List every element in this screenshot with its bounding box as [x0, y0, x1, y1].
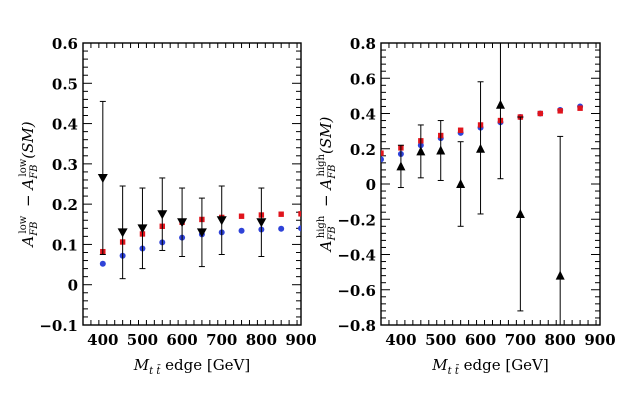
left-y-axis-title: AFBlow − AFBlow(SM): [18, 121, 40, 248]
left-x-tick-label: 700: [206, 331, 237, 349]
left-y-tick-label: 0.1: [52, 236, 78, 254]
right-x-axis-title: Mt t̄ edge [GeV]: [431, 356, 548, 377]
left-x-tick-label: 800: [246, 331, 277, 349]
right-black-point: [476, 143, 486, 153]
left-y-tick-label: 0.4: [52, 116, 78, 134]
right-x-tick-label: 800: [545, 331, 576, 349]
left-red-point: [298, 211, 301, 217]
right-x-tick-label: 700: [505, 331, 536, 349]
left-x-tick-label: 400: [87, 331, 118, 349]
left-y-tick-label: 0.5: [52, 75, 78, 93]
left-y-tick-label: 0: [68, 277, 78, 295]
right-y-tick-label: 0.6: [350, 70, 376, 88]
right-red-point: [457, 127, 464, 133]
left-black-point: [216, 216, 227, 226]
right-red-point: [557, 108, 563, 114]
right-x-tick-label: 900: [584, 331, 615, 349]
right-black-point: [515, 208, 525, 218]
left-blue-point: [99, 260, 106, 267]
right-y-tick-label: 0.8: [350, 35, 376, 53]
left-y-tick-label: 0.6: [52, 35, 78, 53]
right-y-tick-label: 0.4: [350, 106, 376, 124]
left-plot-frame: [82, 42, 302, 326]
left-blue-point: [278, 225, 285, 232]
right-black-point: [456, 179, 466, 188]
right-red-point: [577, 105, 583, 111]
right-red-point: [381, 150, 384, 156]
right-x-tick-label: 600: [465, 331, 496, 349]
right-blue-point: [381, 156, 384, 163]
left-blue-point: [238, 227, 245, 234]
left-red-point: [238, 213, 245, 219]
right-y-tick-label: 0.2: [350, 141, 376, 159]
left-black-point: [117, 228, 128, 238]
right-y-axis-title: AFBhigh − AFBhigh(SM): [316, 117, 338, 254]
right-x-tick-label: 400: [385, 331, 416, 349]
right-y-tick-label: −0.2: [337, 211, 376, 229]
right-y-tick-label: −0.4: [337, 247, 376, 265]
right-black-point: [495, 99, 505, 109]
left-x-tick-label: 900: [285, 331, 316, 349]
left-black-point: [97, 173, 108, 183]
right-x-tick-label: 500: [425, 331, 456, 349]
left-black-point: [157, 210, 168, 220]
right-black-point: [416, 146, 426, 156]
left-black-point: [256, 218, 267, 228]
left-x-tick-label: 500: [127, 331, 158, 349]
left-y-tick-label: 0.2: [52, 196, 78, 214]
left-black-point: [137, 224, 148, 234]
right-data-area: [381, 43, 584, 325]
right-y-tick-label: −0.6: [337, 282, 376, 300]
left-black-point: [196, 228, 207, 238]
left-y-tick-label: 0.3: [52, 156, 78, 174]
right-y-tick-label: 0: [366, 176, 376, 194]
right-plot-frame: [380, 42, 601, 326]
left-x-axis-title: Mt t̄ edge [GeV]: [133, 356, 250, 377]
left-blue-point: [298, 225, 301, 232]
left-data-area: [97, 100, 301, 280]
right-red-point: [537, 110, 543, 117]
left-black-point: [177, 218, 188, 228]
right-black-point: [555, 270, 565, 280]
right-y-tick-label: −0.8: [337, 317, 376, 335]
right-panel: 400 500 600 700 800 900 −0.8 −0.6 −0.4 −0.2 0 0.2 0.…: [316, 35, 616, 377]
right-black-point: [396, 161, 406, 171]
left-x-tick-label: 600: [166, 331, 197, 349]
left-panel: 400 500 600 700 800 900 −0.1 0 0.1 0.2 0.3 0.4 0.5 0.…: [18, 35, 317, 377]
left-red-point: [278, 211, 284, 217]
left-y-tick-label: −0.1: [39, 317, 78, 335]
right-black-point: [436, 145, 446, 155]
